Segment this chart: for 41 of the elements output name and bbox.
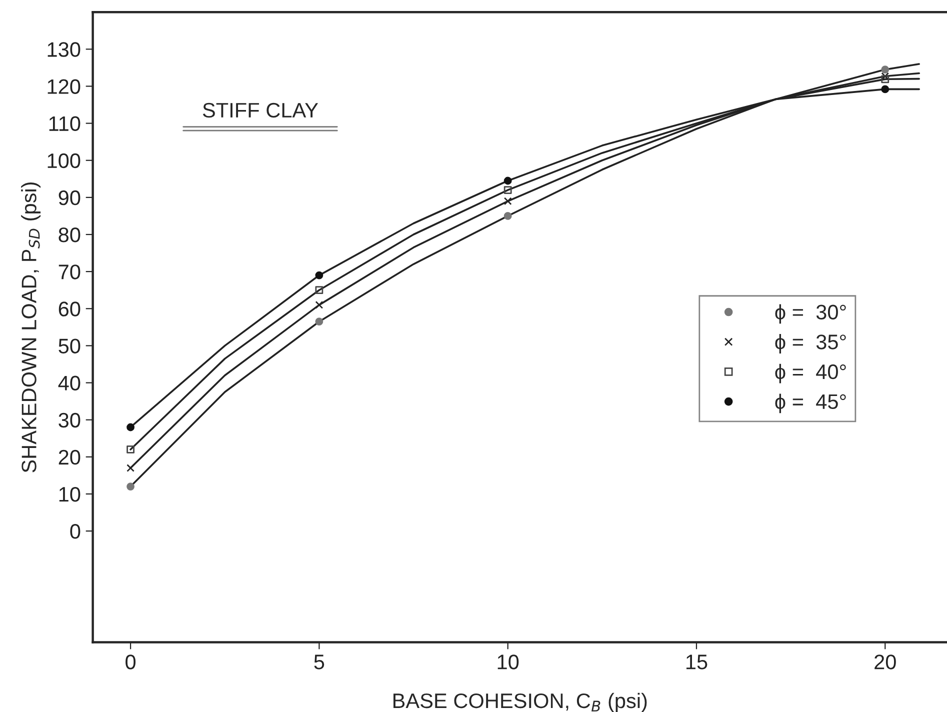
- y-tick-label: 0: [70, 524, 80, 539]
- legend-label: ϕ = 45°: [775, 394, 846, 414]
- point: [126, 482, 134, 490]
- x-axis-title: BASE COHESION, C$_{B}$ (psi): [393, 692, 647, 712]
- y-tick-label: 30: [58, 412, 80, 428]
- y-tick-label: 50: [58, 338, 80, 354]
- y-tick-label: 40: [58, 376, 80, 391]
- x-tick-label: 20: [874, 654, 896, 670]
- point: [881, 85, 890, 94]
- legend-label: ϕ = 40°: [775, 364, 846, 384]
- point: [504, 176, 512, 185]
- point: [126, 423, 134, 432]
- y-tick-label: 70: [58, 264, 80, 280]
- point: [881, 66, 890, 74]
- y-tick-label: 110: [49, 116, 80, 132]
- y-tick-label: 100: [48, 153, 80, 168]
- point: [315, 271, 324, 280]
- point: [315, 286, 324, 294]
- y-tick-label: 130: [48, 42, 80, 57]
- x-tick-label: 5: [314, 654, 324, 670]
- x-tick-label: 0: [126, 654, 136, 670]
- y-tick-label: 60: [58, 302, 80, 316]
- point: [504, 186, 512, 194]
- y-axis-title: SHAKEDOWN LOAD, P$_{SD}$ (psi): [21, 182, 41, 472]
- y-tick-label: 80: [58, 228, 80, 242]
- x-tick-label: 10: [498, 654, 519, 670]
- legend-label: ϕ = 35°: [775, 334, 846, 354]
- y-tick-label: 90: [58, 190, 80, 206]
- point: [126, 464, 134, 472]
- point: [881, 75, 890, 84]
- point: [315, 300, 324, 309]
- y-tick-label: 20: [58, 450, 80, 465]
- point: [315, 318, 324, 326]
- x-tick-label: 15: [686, 654, 708, 670]
- point: [504, 197, 512, 206]
- y-tick-label: 10: [59, 486, 80, 502]
- legend-label: ϕ = 30°: [775, 304, 846, 324]
- y-tick-label: 120: [48, 79, 80, 94]
- annotation: STIFF CLAY: [202, 102, 318, 118]
- point: [126, 446, 134, 454]
- point: [504, 212, 512, 220]
